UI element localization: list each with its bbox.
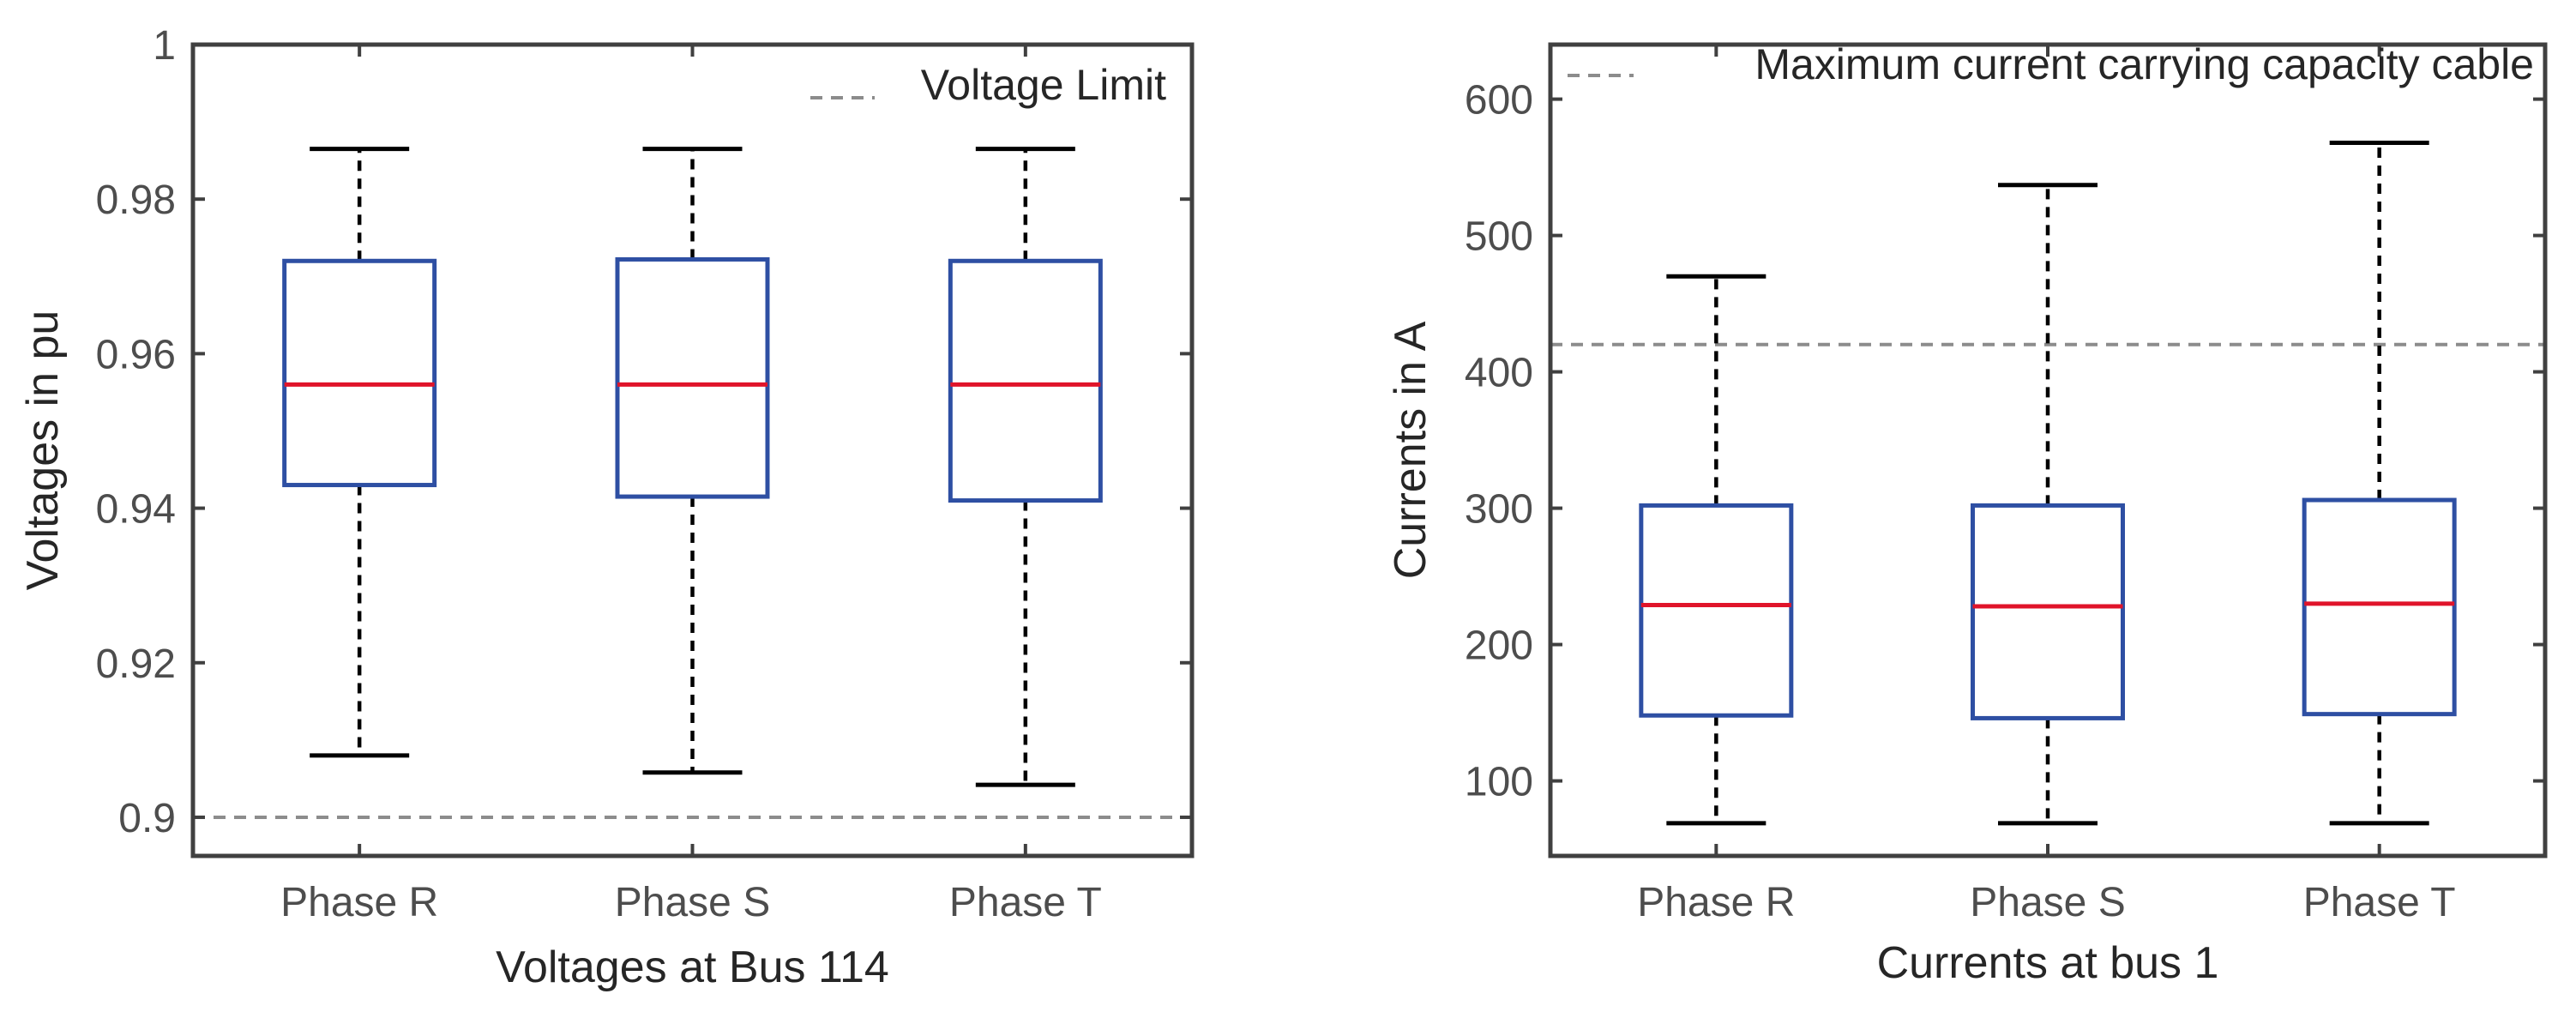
y-tick-label: 600 <box>1465 78 1533 123</box>
x-tick-label: Phase R <box>1637 880 1795 925</box>
y-tick-label: 0.96 <box>96 332 176 377</box>
legend-label: Voltage Limit <box>921 61 1166 109</box>
box-phase-r <box>1639 503 1794 718</box>
y-axis-label: Voltages in pu <box>18 310 68 591</box>
chart-voltages: 0.9 0.92 0.94 0.96 0.98 1 Phase R Phase S Phase … <box>18 23 1195 992</box>
x-tick-label: Phase S <box>1970 880 2125 925</box>
y-tick-label: 0.94 <box>96 487 176 533</box>
box-phase-t <box>948 258 1103 503</box>
y-tick-label: 400 <box>1465 351 1533 396</box>
y-tick-label: 1 <box>153 23 176 69</box>
x-tick-label: Phase T <box>949 880 1102 925</box>
x-tick-label: Phase R <box>280 880 438 925</box>
x-tick-label: Phase T <box>2303 880 2456 925</box>
y-tick-label: 500 <box>1465 214 1533 260</box>
y-tick-label: 300 <box>1465 487 1533 533</box>
x-axis-label: Voltages at Bus 114 <box>496 943 889 992</box>
y-tick-label: 0.92 <box>96 642 176 687</box>
legend-label: Maximum current carrying capacity cable <box>1754 40 2534 88</box>
box-phase-r <box>282 258 437 488</box>
y-tick-label: 0.98 <box>96 178 176 223</box>
chart-currents: 100 200 300 400 500 600 Phase R Phase S Phase T C… <box>1386 40 2548 988</box>
box-phase-t <box>2302 497 2457 717</box>
y-tick-label: 0.9 <box>118 796 176 841</box>
box-phase-s <box>615 256 770 499</box>
y-axis-label: Currents in A <box>1386 321 1435 579</box>
box-phase-s <box>1971 503 2125 720</box>
x-axis-label: Currents at bus 1 <box>1877 938 2219 988</box>
y-tick-label: 100 <box>1465 760 1533 805</box>
x-tick-label: Phase S <box>615 880 770 925</box>
y-tick-label: 200 <box>1465 623 1533 669</box>
